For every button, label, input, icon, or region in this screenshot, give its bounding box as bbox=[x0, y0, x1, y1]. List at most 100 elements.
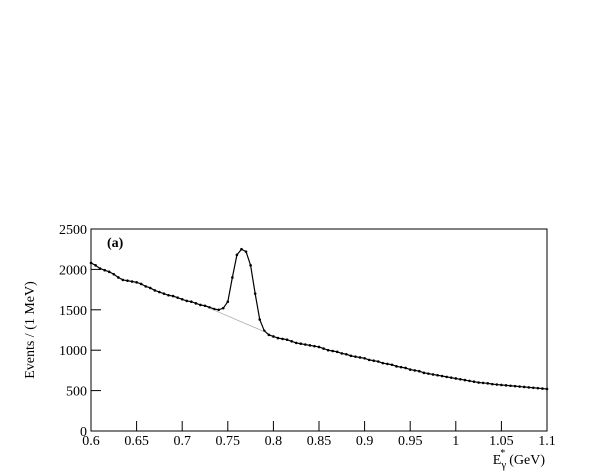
data-point bbox=[249, 264, 252, 267]
data-point bbox=[509, 384, 512, 388]
data-point bbox=[235, 253, 239, 257]
data-point bbox=[226, 300, 230, 304]
data-point bbox=[304, 343, 307, 346]
fit-line bbox=[209, 307, 265, 332]
data-point bbox=[176, 296, 179, 299]
x-tick-label: 1.05 bbox=[489, 434, 514, 449]
data-point bbox=[89, 261, 93, 265]
data-point bbox=[486, 382, 490, 385]
data-point bbox=[363, 356, 366, 360]
y-tick-label: 0 bbox=[80, 425, 87, 440]
data-point bbox=[422, 371, 426, 375]
data-point bbox=[408, 368, 412, 371]
data-point bbox=[376, 360, 380, 363]
data-point bbox=[345, 352, 348, 356]
x-tick-label: 0.75 bbox=[216, 434, 241, 449]
data-point bbox=[454, 377, 458, 380]
data-line bbox=[90, 248, 548, 390]
data-point bbox=[322, 347, 325, 350]
data-point bbox=[504, 384, 508, 387]
data-point bbox=[490, 382, 494, 386]
data-point bbox=[399, 365, 403, 369]
data-point bbox=[372, 359, 376, 363]
data-point bbox=[107, 270, 111, 274]
x-axis-label: Eγ* (GeV) bbox=[493, 448, 546, 471]
data-point bbox=[126, 279, 129, 283]
data-point bbox=[253, 292, 257, 295]
data-point bbox=[313, 344, 316, 348]
data-point bbox=[326, 348, 330, 352]
data-point bbox=[468, 379, 471, 383]
data-point bbox=[545, 387, 549, 391]
y-tick-label: 2500 bbox=[59, 223, 87, 238]
data-point bbox=[180, 297, 184, 301]
data-point bbox=[117, 276, 120, 279]
data-point bbox=[386, 362, 389, 366]
data-point bbox=[299, 342, 303, 346]
data-point bbox=[121, 278, 125, 282]
data-point bbox=[522, 385, 526, 389]
data-point bbox=[294, 341, 298, 345]
plot-frame bbox=[90, 228, 548, 432]
data-point bbox=[199, 303, 202, 307]
data-point bbox=[135, 281, 138, 284]
data-point bbox=[203, 304, 207, 308]
x-tick-label: 1.1 bbox=[538, 434, 556, 449]
annotation: (a) bbox=[107, 236, 124, 251]
data-point bbox=[358, 356, 362, 359]
data-point bbox=[445, 375, 448, 379]
data-point bbox=[536, 386, 540, 390]
data-point bbox=[463, 378, 467, 382]
data-point bbox=[436, 373, 439, 377]
data-point bbox=[395, 365, 398, 368]
data-point bbox=[185, 299, 189, 303]
x-label-symbol: E bbox=[493, 453, 502, 468]
data-point bbox=[518, 385, 521, 388]
data-point bbox=[418, 369, 421, 373]
data-point bbox=[276, 336, 280, 340]
data-point bbox=[158, 290, 161, 294]
data-point bbox=[427, 372, 430, 375]
data-point bbox=[290, 340, 293, 343]
data-point bbox=[139, 282, 143, 286]
data-point bbox=[340, 352, 344, 355]
data-point bbox=[381, 361, 385, 365]
x-tick-label: 0.95 bbox=[398, 434, 423, 449]
data-point bbox=[208, 306, 211, 309]
data-point bbox=[171, 294, 175, 298]
data-point bbox=[541, 387, 544, 390]
data-point bbox=[349, 354, 353, 358]
data-point bbox=[495, 383, 499, 386]
data-point bbox=[217, 308, 220, 312]
data-point bbox=[317, 345, 321, 349]
y-tick-label: 500 bbox=[66, 385, 87, 400]
data-point bbox=[440, 374, 444, 378]
data-point bbox=[390, 363, 394, 367]
data-point bbox=[231, 276, 234, 279]
data-point bbox=[267, 333, 271, 337]
data-point bbox=[367, 358, 371, 362]
data-point bbox=[153, 289, 157, 292]
data-point bbox=[354, 355, 357, 358]
data-point bbox=[308, 344, 312, 347]
x-label-subscript: γ bbox=[500, 459, 506, 471]
x-tick-label: 1 bbox=[452, 434, 459, 449]
y-tick-label: 1500 bbox=[59, 304, 87, 319]
x-label-superscript: * bbox=[500, 448, 505, 459]
data-point bbox=[244, 250, 248, 253]
y-tick-label: 2000 bbox=[59, 263, 87, 278]
data-point bbox=[404, 366, 407, 370]
data-point bbox=[94, 264, 97, 267]
data-point bbox=[130, 280, 134, 283]
data-point bbox=[477, 381, 480, 384]
data-point bbox=[431, 373, 435, 376]
data-point bbox=[240, 247, 243, 251]
x-tick-label: 0.9 bbox=[356, 434, 374, 449]
data-point bbox=[472, 380, 476, 384]
data-point bbox=[281, 337, 284, 341]
x-tick-label: 0.7 bbox=[173, 434, 191, 449]
y-tick-label: 1000 bbox=[59, 344, 87, 359]
data-point bbox=[449, 376, 453, 379]
data-point bbox=[190, 300, 193, 304]
